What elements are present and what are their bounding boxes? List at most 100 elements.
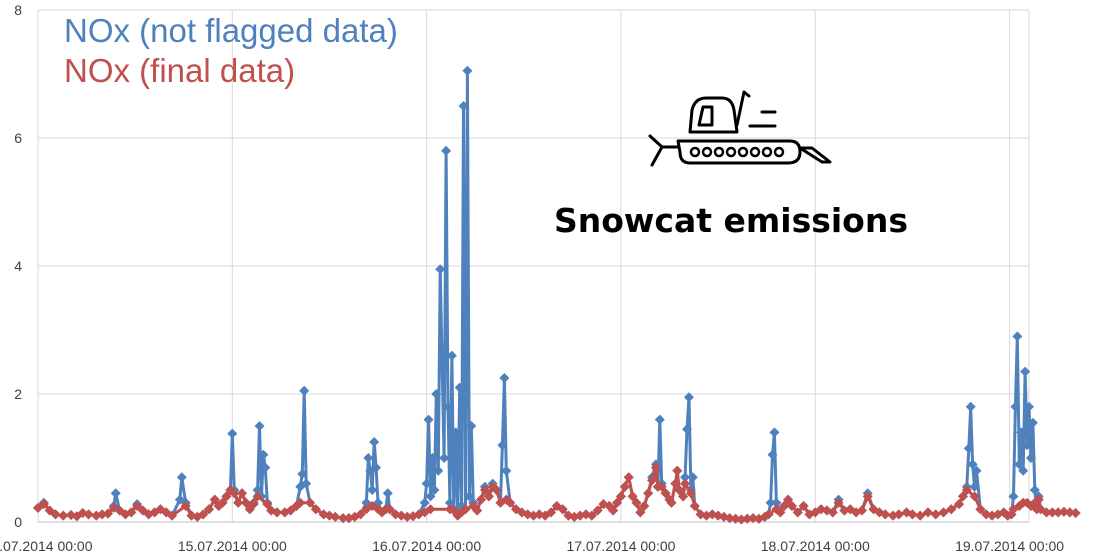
data-point [1014,459,1025,470]
data-point [975,504,986,515]
data-point [1008,491,1019,502]
data-point [851,507,862,518]
data-point [497,440,508,451]
data-point [97,509,108,520]
data-point [423,414,434,425]
data-point [540,510,551,521]
data-point [254,421,265,431]
data-point [660,488,671,499]
data-point [957,491,968,502]
data-point [369,437,380,447]
data-point [763,509,774,520]
data-point [938,507,949,518]
data-point [176,472,187,483]
data-point [229,488,240,499]
y-tick-label: 8 [14,2,22,18]
data-point [765,497,776,508]
data-point [338,513,349,524]
x-tick-label: 14.07.2014 00:00 [0,538,93,554]
data-point [1041,507,1052,518]
data-point [666,497,677,508]
data-point [456,507,467,518]
data-point [491,485,502,495]
data-point [862,491,873,502]
data-point [58,510,69,521]
data-point [1002,510,1013,521]
data-point [419,507,430,518]
data-point [1058,506,1069,517]
data-point [742,513,753,524]
data-point [1018,465,1029,476]
data-point [612,497,623,508]
legend: NOx (not flagged data) NOx (final data) [64,12,398,89]
data-point [1064,507,1075,518]
data-point [258,449,269,460]
data-point [483,491,494,502]
data-point [83,509,94,520]
y-tick-label: 0 [14,514,22,530]
data-point [38,499,49,510]
x-tick-label: 16.07.2014 00:00 [372,538,481,554]
data-point [1010,401,1021,412]
data-point [367,485,378,495]
data-point [1027,417,1038,428]
data-point [643,488,654,499]
data-point [384,504,395,515]
data-point [680,478,691,489]
y-tick-label: 4 [14,258,22,274]
data-point [965,401,976,412]
data-point [798,501,809,511]
data-point [272,507,283,518]
data-point [444,497,455,508]
data-point [217,497,228,508]
data-point [454,382,465,393]
data-point [227,428,238,439]
data-point [627,491,638,502]
data-point [1047,507,1058,518]
data-point [779,501,790,511]
data-point [650,462,661,473]
data-point [431,389,442,399]
data-point [907,509,918,520]
data-point [946,504,957,515]
data-point [586,510,597,521]
data-point [557,504,568,515]
data-point [279,507,290,518]
data-point [724,513,735,524]
data-point [769,427,780,438]
data-point [102,508,113,519]
data-point [1012,331,1023,342]
data-point [856,505,867,516]
data-point [619,481,630,492]
data-point [221,491,232,502]
data-point [767,449,778,460]
data-point [198,509,209,520]
data-point [450,427,461,438]
data-point [421,478,432,489]
data-point [954,499,965,510]
data-point [963,443,974,454]
data-point [371,462,382,473]
y-tick-label: 2 [14,386,22,402]
annotation-snowcat-emissions: Snowcat emissions [554,201,908,240]
data-point [631,497,642,508]
data-point [545,507,556,518]
data-point [656,481,667,492]
data-point [810,507,821,518]
data-point [771,497,782,508]
data-point [126,507,137,518]
data-point [299,385,310,396]
data-point [285,505,296,516]
data-point [167,510,178,521]
data-point [252,485,263,495]
data-point [429,485,440,495]
data-point [639,501,650,511]
data-point [833,497,844,508]
data-point [1053,507,1064,518]
data-point [736,514,747,525]
data-point [203,504,214,515]
data-point [479,485,490,495]
data-point [505,497,516,508]
data-point [1033,494,1044,505]
